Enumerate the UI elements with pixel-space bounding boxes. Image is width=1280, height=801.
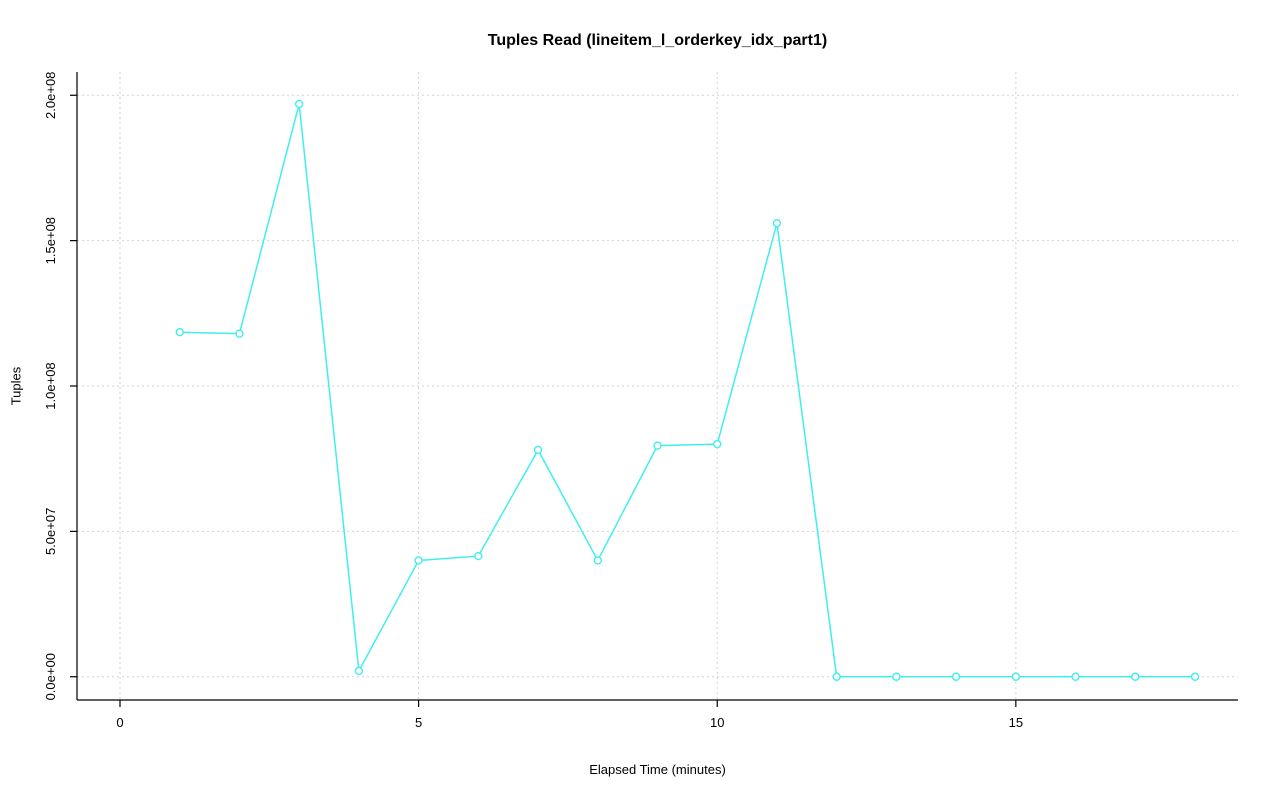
chart-title: Tuples Read (lineitem_l_orderkey_idx_par… (487, 32, 828, 49)
data-point-marker (892, 672, 901, 681)
data-point-marker (1131, 672, 1140, 681)
y-tick-label: 1.0e+08 (43, 362, 58, 409)
data-point-marker (653, 441, 662, 450)
data-point-marker (713, 439, 722, 449)
y-axis-title: Tuples (8, 366, 24, 406)
data-point-marker (294, 99, 304, 109)
data-point-marker (593, 556, 602, 565)
data-point-marker (1071, 672, 1080, 681)
y-tick-label: 5.0e+07 (43, 508, 58, 555)
data-point-marker (832, 672, 841, 681)
x-tick-label: 0 (116, 715, 123, 730)
y-tick-label: 1.5e+08 (43, 217, 58, 264)
x-tick-label: 5 (415, 715, 422, 730)
data-point-marker (1011, 672, 1021, 681)
x-tick-label: 10 (710, 715, 724, 730)
data-point-marker (235, 329, 244, 338)
data-point-marker (354, 666, 364, 676)
x-axis-title: Elapsed Time (minutes) (589, 762, 726, 777)
data-point-marker (1190, 672, 1200, 681)
x-tick-label: 15 (1009, 715, 1023, 730)
y-tick-label: 0.0e+00 (43, 653, 58, 700)
data-point-marker (474, 551, 483, 561)
y-tick-label: 2.0e+08 (43, 72, 58, 119)
series-line (179, 103, 1195, 678)
data-point-marker (175, 328, 184, 337)
data-point-marker (772, 218, 782, 228)
data-point-marker (951, 672, 961, 681)
data-point-marker (533, 445, 543, 455)
data-point-marker (414, 556, 423, 565)
